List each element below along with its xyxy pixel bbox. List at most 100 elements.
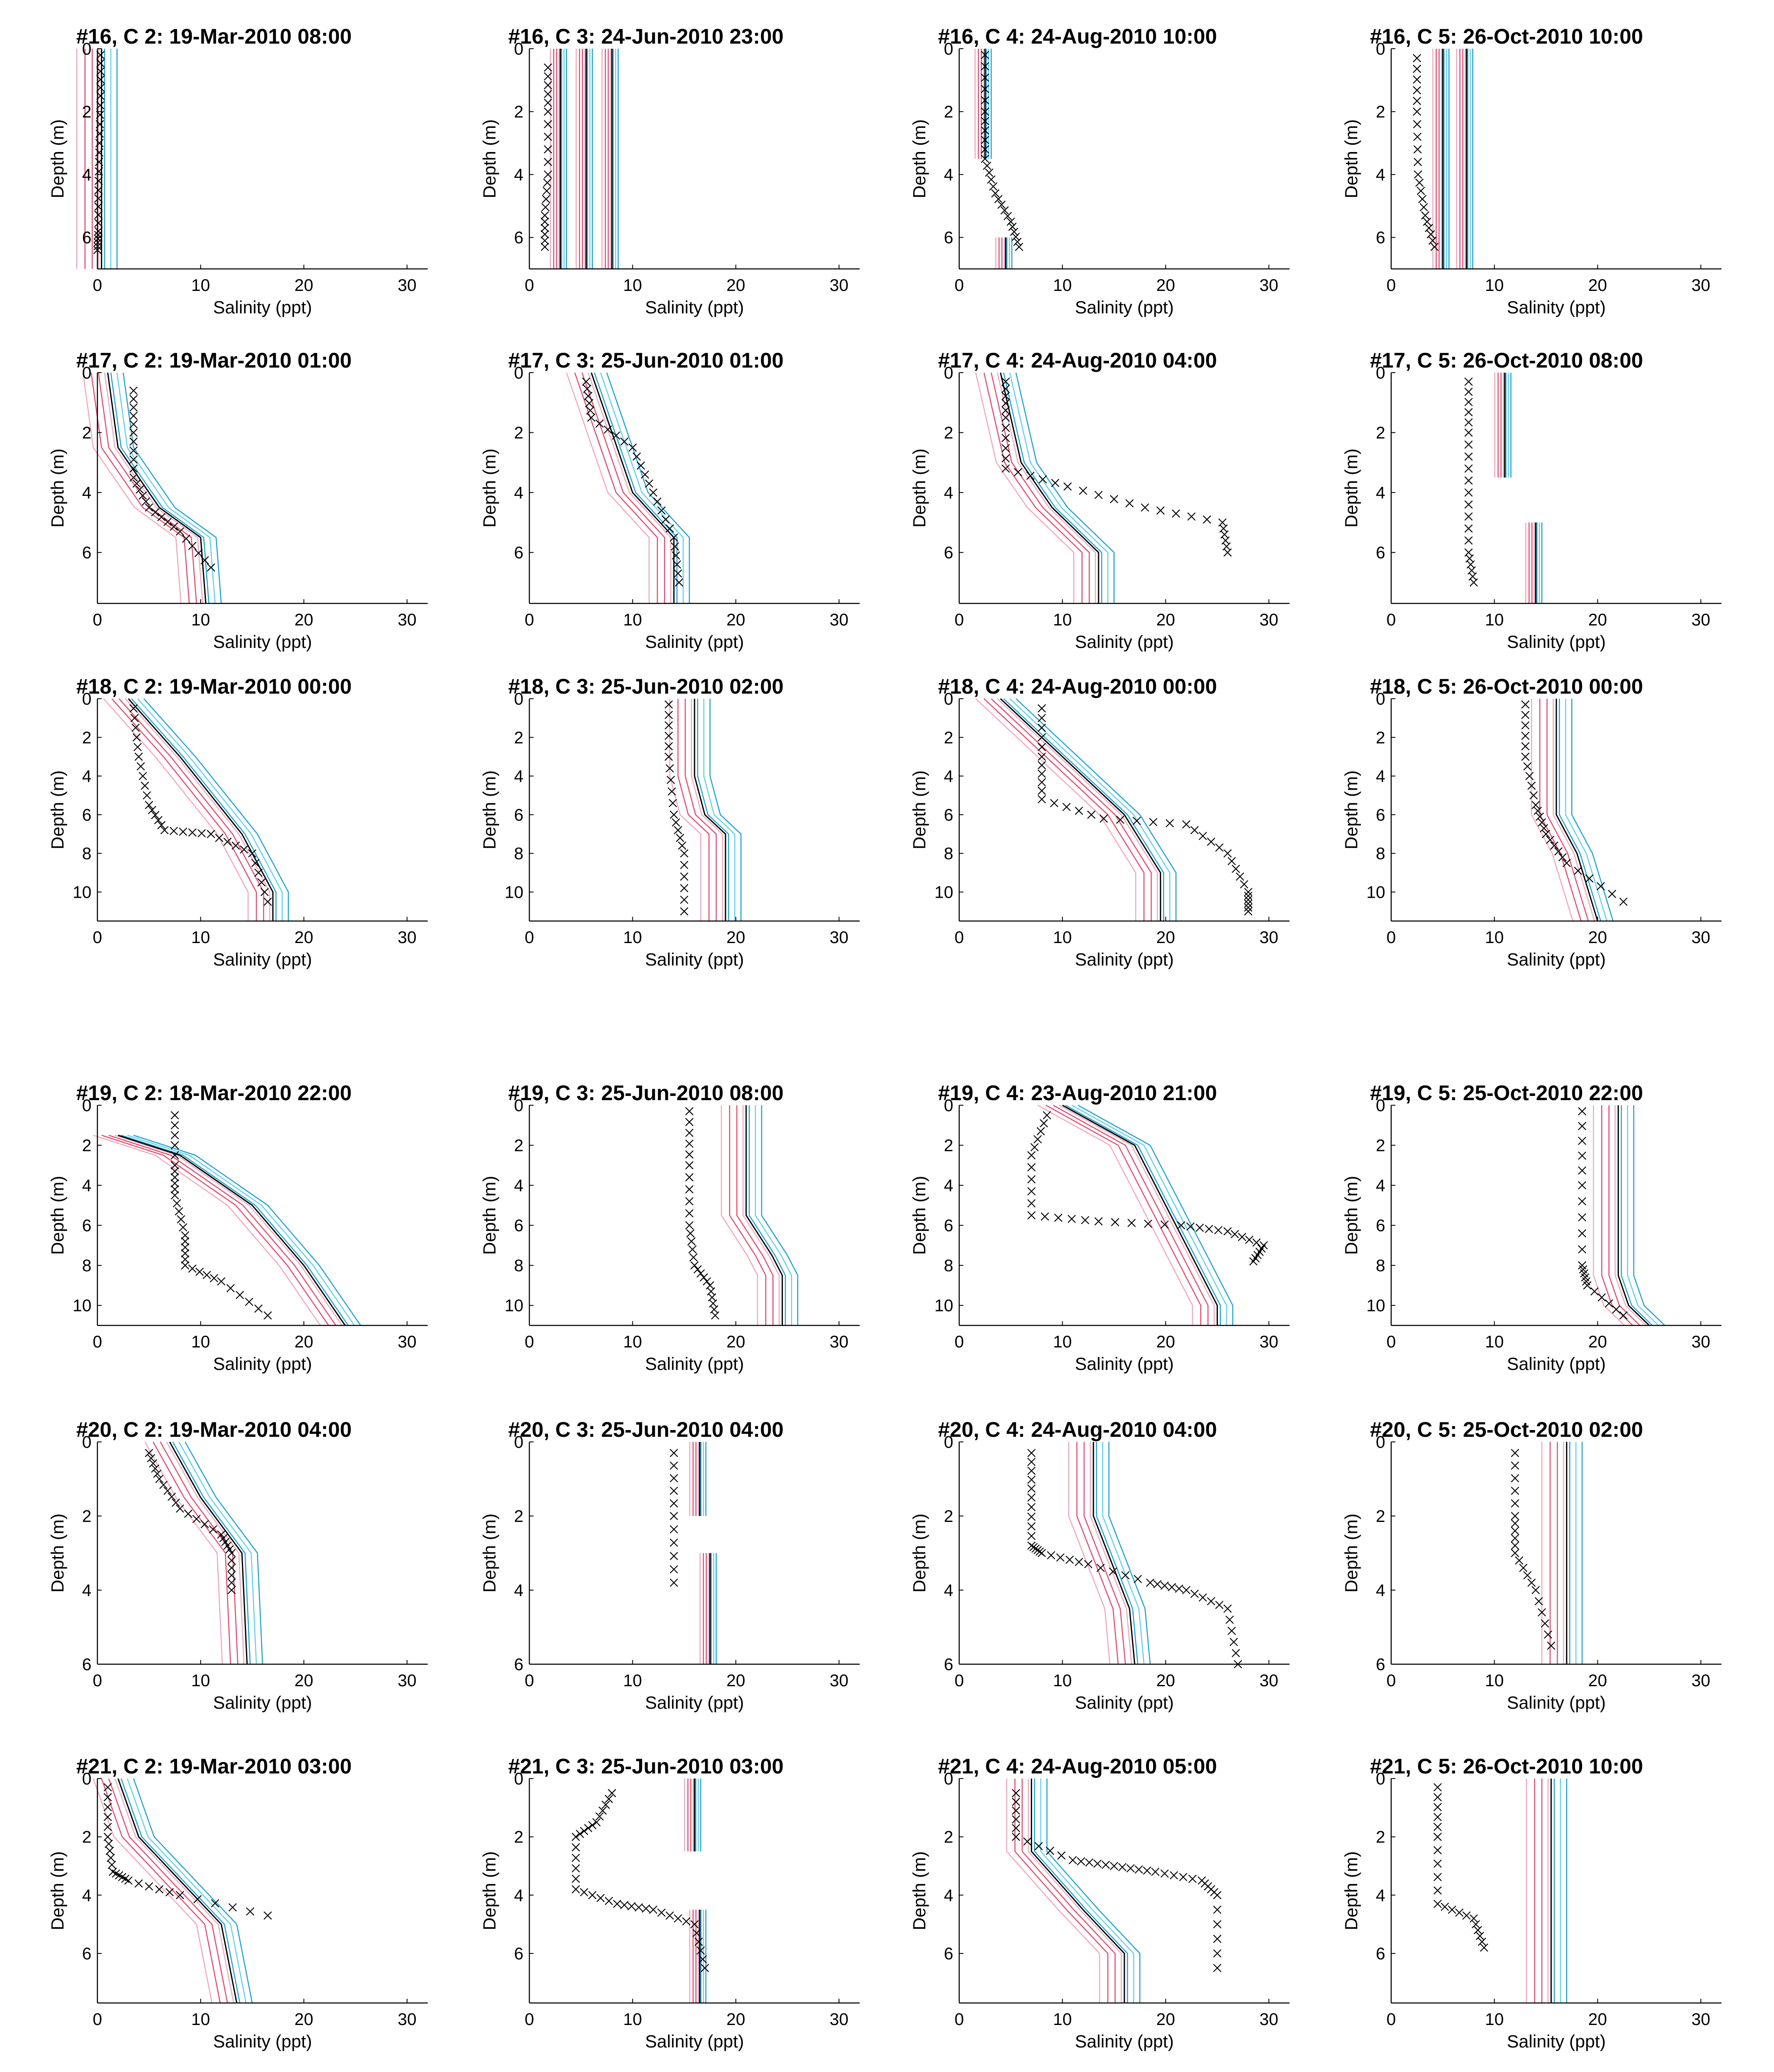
x-tick-label: 10: [1053, 611, 1072, 629]
obs-marker: [991, 189, 1000, 198]
obs-marker: [670, 1486, 678, 1495]
sim-line: [983, 372, 1083, 603]
obs-marker: [246, 1907, 255, 1916]
obs-marker: [657, 1908, 666, 1917]
obs-marker: [1010, 227, 1018, 236]
y-axis-label: Depth (m): [47, 770, 67, 849]
obs-marker: [1423, 217, 1431, 226]
obs-marker: [1550, 841, 1558, 850]
panel-23: #21, C 4: 24-Aug-2010 05:000 10 20 300246Sa…: [909, 1754, 1290, 2051]
obs-marker: [1464, 387, 1473, 396]
y-tick-label: 10: [73, 883, 92, 902]
x-tick-label: 0: [1387, 928, 1396, 947]
y-tick-label: 8: [82, 844, 91, 863]
obs-marker: [129, 446, 138, 455]
x-tick-label: 10: [191, 276, 210, 295]
obs-marker: [95, 158, 103, 166]
obs-marker: [194, 549, 203, 557]
obs-marker: [155, 1474, 164, 1483]
obs-marker: [1252, 1238, 1261, 1247]
x-axis-label: Salinity (ppt): [1507, 632, 1605, 652]
obs-marker: [1190, 1589, 1199, 1598]
obs-marker: [263, 1911, 272, 1920]
x-tick-label: 0: [955, 2010, 964, 2029]
obs-marker: [174, 1207, 183, 1216]
obs-marker: [1578, 1181, 1586, 1190]
obs-marker: [680, 860, 689, 869]
obs-marker: [672, 818, 680, 827]
obs-marker: [182, 534, 191, 543]
obs-marker: [1232, 864, 1240, 873]
x-tick-label: 0: [93, 276, 102, 295]
obs-marker: [1213, 1934, 1222, 1943]
sim-line: [91, 372, 190, 604]
obs-marker: [1413, 145, 1422, 154]
obs-marker: [596, 1894, 605, 1902]
y-tick-label: 2: [82, 1137, 91, 1155]
y-tick-label: 6: [944, 1655, 953, 1674]
panel-title: #20, C 5: 25-Oct-2010 02:00: [1370, 1418, 1643, 1441]
obs-marker: [138, 772, 147, 780]
panel-title: #16, C 5: 26-Oct-2010 10:00: [1370, 25, 1643, 48]
obs-marker: [1229, 1638, 1238, 1646]
obs-marker: [1033, 1135, 1042, 1144]
obs-marker: [129, 455, 138, 464]
obs-marker: [240, 845, 248, 854]
y-axis-label: Depth (m): [479, 1851, 499, 1931]
obs-marker: [604, 1897, 613, 1905]
obs-marker: [1067, 1214, 1076, 1223]
y-tick-label: 4: [1376, 1581, 1385, 1600]
obs-marker: [1619, 1311, 1628, 1320]
obs-marker: [210, 1274, 219, 1283]
obs-marker: [1149, 818, 1158, 827]
obs-marker: [700, 1964, 709, 1972]
obs-marker: [1050, 799, 1059, 808]
obs-marker: [1205, 1225, 1213, 1233]
obs-marker: [670, 1512, 678, 1520]
x-tick-label: 30: [1259, 611, 1279, 629]
obs-marker: [145, 1882, 153, 1891]
y-tick-label: 0: [514, 40, 523, 58]
obs-marker: [586, 406, 595, 415]
obs-marker: [1023, 1837, 1032, 1846]
obs-marker: [171, 1191, 179, 1200]
obs-marker: [544, 63, 552, 72]
obs-marker: [103, 1793, 112, 1801]
y-tick-label: 4: [82, 1176, 91, 1195]
obs-marker: [1014, 468, 1022, 476]
obs-marker: [221, 1538, 230, 1546]
obs-marker: [96, 67, 105, 76]
obs-marker: [544, 72, 552, 81]
obs-marker: [1511, 1519, 1519, 1528]
obs-marker: [653, 497, 662, 506]
obs-marker: [700, 1273, 708, 1282]
obs-marker: [1470, 1914, 1478, 1923]
obs-marker: [1225, 1616, 1234, 1624]
obs-marker: [983, 161, 991, 170]
y-axis-label: Depth (m): [1341, 1513, 1361, 1593]
obs-marker: [1597, 882, 1605, 891]
y-tick-label: 6: [514, 806, 523, 824]
obs-marker: [1093, 1859, 1102, 1868]
obs-marker: [1523, 762, 1532, 771]
x-tick-label: 0: [525, 611, 534, 629]
obs-marker: [703, 1277, 711, 1286]
obs-marker: [105, 1840, 113, 1848]
sim-line: [133, 1134, 361, 1326]
x-tick-label: 10: [191, 2010, 210, 2029]
obs-marker: [580, 1888, 588, 1897]
y-tick-label: 6: [82, 1655, 91, 1674]
obs-marker: [1464, 408, 1473, 417]
x-axis-label: Salinity (ppt): [1507, 1693, 1605, 1712]
y-tick-label: 4: [944, 1886, 953, 1905]
x-tick-label: 0: [93, 1671, 102, 1690]
y-tick-label: 10: [73, 1297, 92, 1315]
y-tick-label: 4: [82, 767, 91, 786]
obs-marker: [670, 1461, 678, 1470]
obs-marker: [1433, 1793, 1442, 1801]
obs-marker: [544, 98, 552, 107]
y-axis-label: Depth (m): [479, 1513, 499, 1593]
obs-marker: [1574, 866, 1582, 875]
x-tick-label: 10: [1485, 928, 1504, 947]
obs-marker: [1027, 1484, 1036, 1493]
